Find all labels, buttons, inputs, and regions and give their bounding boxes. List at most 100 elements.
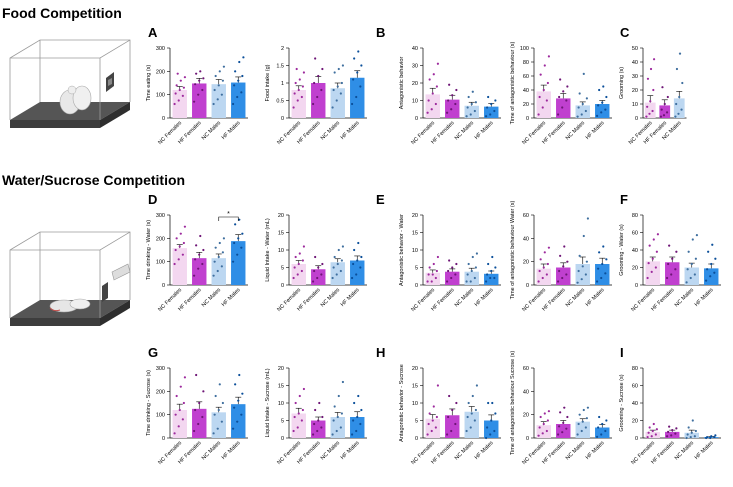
data-point: [566, 85, 569, 88]
panel-letter-g: G: [148, 345, 159, 360]
data-point: [356, 259, 359, 262]
y-tick-label: 20: [412, 366, 418, 372]
data-point: [198, 401, 201, 405]
data-point: [359, 85, 362, 88]
data-point: [181, 418, 184, 421]
data-point: [558, 95, 561, 99]
data-point: [426, 111, 429, 114]
x-tick-label: HF Males: [474, 440, 495, 461]
bar: [231, 241, 246, 285]
data-point: [674, 115, 677, 118]
data-point: [174, 92, 177, 95]
y-axis-label: Antagonistic behavior - Water: [399, 214, 405, 286]
data-point: [237, 237, 240, 240]
bar: [673, 98, 685, 118]
data-point: [691, 238, 694, 241]
data-point: [197, 422, 200, 426]
data-point: [301, 259, 304, 262]
data-point: [447, 99, 450, 102]
data-point: [455, 88, 458, 92]
data-point: [435, 269, 438, 273]
data-point: [565, 99, 568, 102]
data-point: [489, 113, 492, 116]
data-point: [183, 225, 187, 228]
bar: [556, 98, 571, 118]
data-point: [561, 431, 564, 434]
data-point: [222, 65, 226, 68]
data-point: [565, 273, 568, 276]
data-point: [709, 275, 712, 278]
data-point: [581, 420, 584, 423]
data-point: [597, 104, 600, 107]
data-point: [674, 268, 677, 271]
data-point: [314, 408, 317, 412]
data-point: [432, 405, 435, 408]
data-point: [199, 234, 202, 238]
data-point: [538, 426, 541, 429]
data-point: [667, 262, 670, 266]
data-point: [298, 78, 301, 81]
data-point: [584, 426, 587, 429]
y-tick-label: 1.5: [276, 64, 284, 70]
bar: [484, 420, 499, 438]
data-point: [222, 237, 226, 240]
bar: [595, 427, 610, 438]
bar: [425, 94, 440, 118]
data-point: [353, 248, 356, 252]
data-point: [331, 106, 334, 109]
data-point: [454, 102, 457, 106]
data-point: [214, 394, 217, 398]
data-point: [547, 246, 551, 249]
data-point: [359, 422, 362, 426]
y-tick-label: 5: [415, 419, 418, 425]
data-point: [471, 90, 474, 93]
data-point: [690, 262, 693, 266]
data-point: [665, 435, 669, 438]
data-point: [559, 78, 562, 81]
data-point: [294, 401, 297, 405]
data-point: [202, 390, 205, 393]
data-point: [313, 81, 316, 85]
data-point: [321, 415, 324, 419]
data-point: [604, 108, 607, 111]
data-point: [240, 246, 243, 249]
x-tick-label: NC Males: [454, 440, 475, 461]
data-point: [473, 276, 476, 280]
x-tick-label: HF Males: [221, 120, 242, 141]
data-point: [662, 114, 666, 117]
data-point: [455, 262, 458, 266]
y-tick-label: 0: [526, 283, 529, 289]
data-point: [231, 102, 235, 106]
data-point: [487, 262, 490, 266]
data-point: [576, 281, 579, 284]
data-point: [212, 102, 215, 106]
data-point: [301, 408, 304, 412]
data-point: [179, 232, 182, 235]
data-point: [648, 244, 651, 247]
y-axis-label: Antagonistic behavior - Sucrose: [399, 364, 405, 442]
data-point: [711, 243, 714, 246]
data-point: [335, 99, 338, 102]
bar: [192, 408, 207, 438]
mouse-right: [72, 85, 92, 111]
cage-floor-side: [100, 102, 130, 128]
data-point: [339, 426, 342, 429]
data-point: [537, 434, 540, 437]
data-point: [221, 79, 224, 82]
data-point: [182, 241, 185, 245]
data-point: [355, 273, 358, 276]
data-point: [598, 251, 601, 254]
data-point: [563, 245, 566, 248]
data-point: [675, 67, 679, 71]
data-point: [450, 108, 453, 111]
x-tick-label: HF Males: [585, 120, 606, 141]
data-point: [352, 262, 355, 266]
data-point: [317, 419, 320, 422]
data-point: [647, 262, 650, 265]
significance-bracket: [218, 216, 239, 221]
data-point: [598, 415, 601, 419]
data-point: [314, 255, 317, 259]
data-point: [580, 278, 583, 281]
data-point: [486, 273, 489, 276]
bar: [330, 88, 345, 118]
